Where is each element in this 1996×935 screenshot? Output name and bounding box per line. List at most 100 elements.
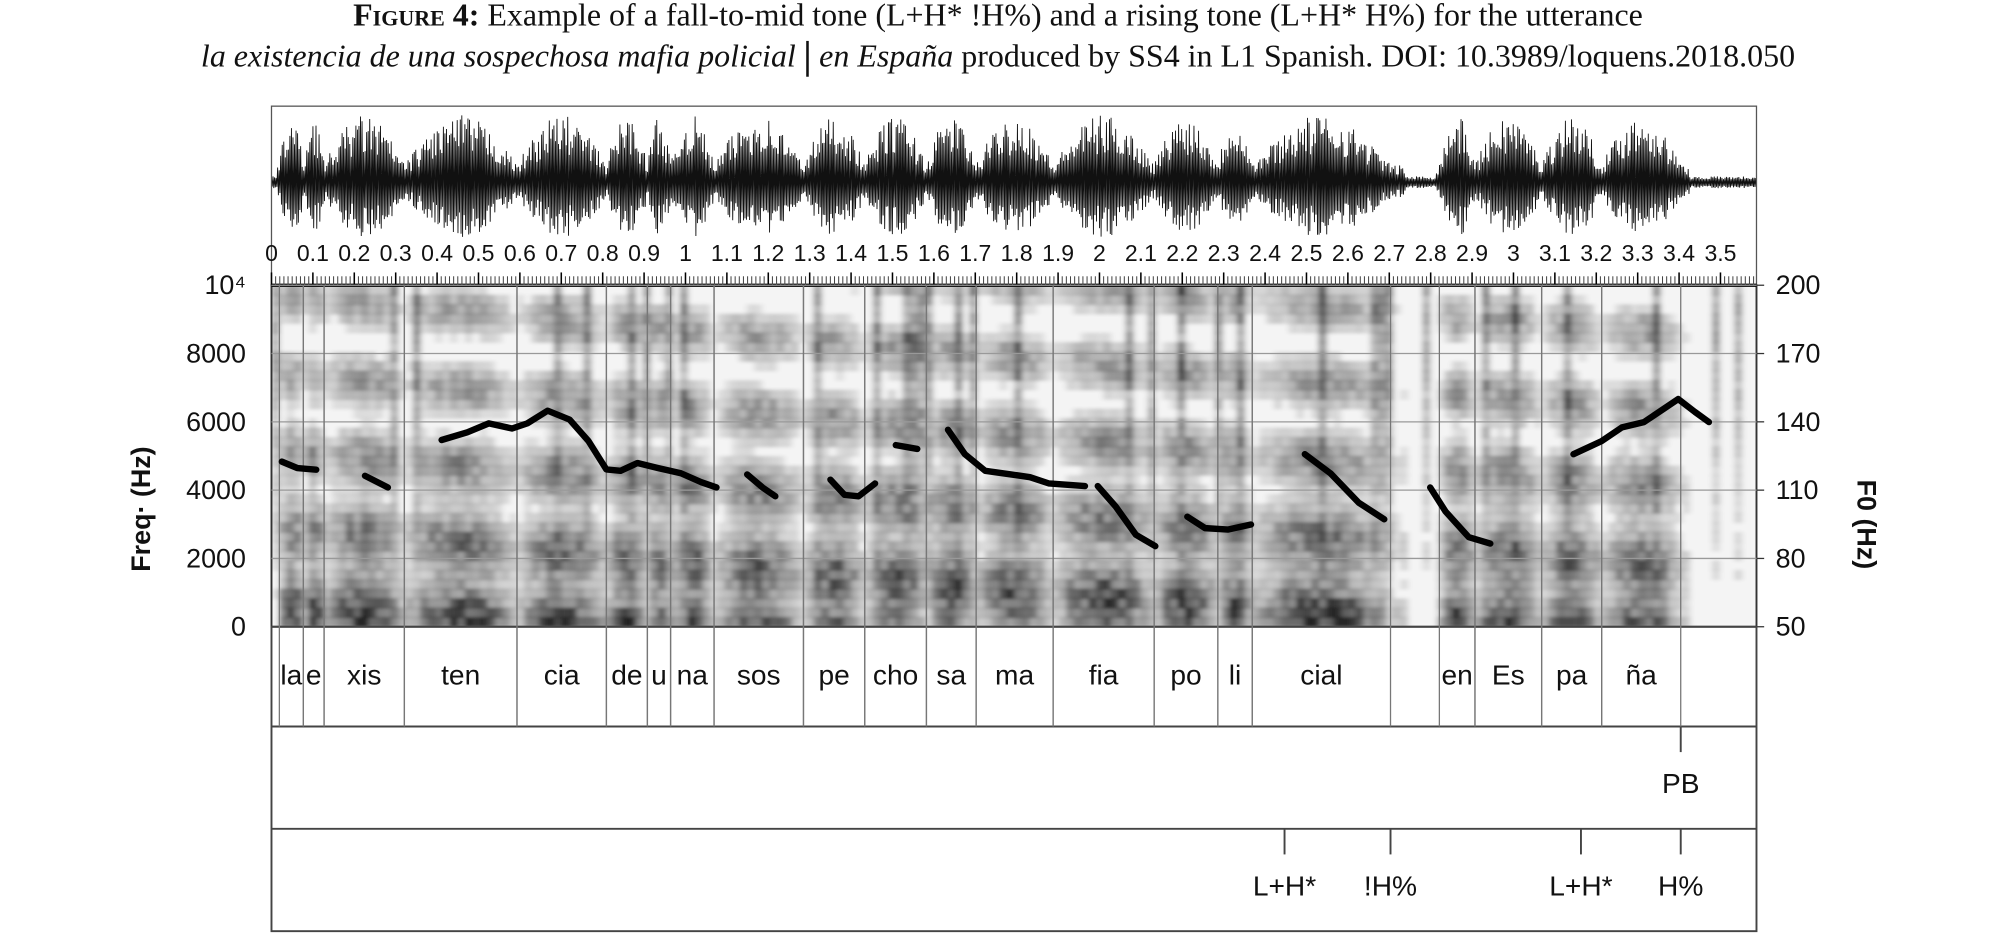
spectrogram-cell [962,598,971,609]
spectrogram-cell [501,493,510,505]
spectrogram-cell [1288,380,1297,391]
spectrogram-cell [1021,418,1030,429]
spectrogram-cell [382,285,392,296]
spectrogram-cell [1466,560,1476,571]
spectrogram-cell [271,304,280,315]
spectrogram-cell [910,465,919,476]
spectrogram-cell [338,437,347,448]
spectrogram-cell [1095,304,1104,315]
spectrogram-cell [1273,437,1283,448]
spectrogram-cell [665,408,674,419]
spectrogram-cell [1162,503,1171,514]
spectrogram-cell [1481,446,1490,457]
spectrogram-cell [627,380,637,391]
spectrogram-cell [330,370,340,381]
spectrogram-cell [1088,304,1097,315]
spectrogram-cell [338,285,347,296]
spectrogram-cell [1006,399,1015,410]
spectrogram-cell [546,598,555,609]
spectrogram-cell [1273,512,1283,524]
spectrogram-cell [672,569,681,581]
spectrogram-cell [1370,323,1379,334]
spectrogram-cell [1466,588,1476,600]
spectrogram-cell [1051,541,1060,552]
spectrogram-cell [694,503,703,514]
spectrogram-cell [561,465,570,476]
spectrogram-cell [1340,294,1349,305]
spectrogram-cell [1207,389,1216,400]
spectrogram-cell [806,531,815,543]
spectrogram-cell [872,512,882,524]
spectrogram-cell [1043,285,1052,296]
spectrogram-cell [1466,493,1476,505]
spectrogram-cell [1117,607,1127,619]
spectrogram-cell [1296,408,1305,419]
spectrogram-cell [1474,579,1483,590]
spectrogram-cell [1288,607,1297,619]
spectrogram-cell [1125,418,1134,429]
spectrogram-cell [479,503,488,514]
spectrogram-cell [1058,579,1067,590]
spectrogram-cell [1184,465,1193,476]
spectrogram-cell [1333,550,1342,562]
spectrogram-cell [1340,285,1349,296]
spectrogram-cell [924,607,934,619]
spectrogram-cell [1303,361,1312,372]
spectrogram-cell [702,579,711,590]
spectrogram-cell [546,389,555,400]
spectrogram-cell [702,588,711,600]
spectrogram-cell [1303,351,1312,362]
spectrogram-cell [754,418,763,429]
spectrogram-cell [382,531,392,543]
spectrogram-cell [962,285,971,296]
spectrogram-cell [1385,560,1394,571]
spectrogram-cell [1013,370,1023,381]
spectrogram-cell [1362,579,1372,590]
spectrogram-cell [464,598,473,609]
spectrogram-cell [1192,522,1201,533]
spectrogram-cell [687,522,696,533]
spectrogram-cell [1474,408,1483,419]
spectrogram-cell [672,579,681,590]
spectrogram-cell [731,550,741,562]
spectrogram-cell [353,408,362,419]
spectrogram-cell [1162,493,1171,505]
spectrogram-cell [449,522,458,533]
spectrogram-cell [1155,607,1164,619]
spectrogram-cell [924,389,934,400]
spectrogram-cell [271,560,280,571]
spectrogram-cell [1177,465,1186,476]
spectrogram-cell [1370,560,1379,571]
spectrogram-cell [1006,560,1015,571]
spectrogram-cell [716,332,726,343]
spectrogram-cell [1192,550,1201,562]
spectrogram-cell [405,541,414,552]
spectrogram-cell [583,569,592,581]
spectrogram-cell [583,294,592,305]
spectrogram-cell [1481,550,1490,562]
spectrogram-cell [382,617,392,627]
spectrogram-cell [746,588,755,600]
spectrogram-cell [471,493,481,505]
spectrogram-cell [984,399,993,410]
spectrogram-cell [694,427,703,438]
spectrogram-cell [1221,304,1231,315]
spectrogram-cell [271,474,280,486]
spectrogram-cell [1229,579,1238,590]
spectrogram-cell [390,304,399,315]
spectrogram-cell [323,370,332,381]
spectrogram-cell [917,408,926,419]
spectrogram-cell [1273,399,1283,410]
spectrogram-cell [1155,569,1164,581]
spectrogram-cell [1043,446,1052,457]
spectrogram-cell [1266,560,1275,571]
spectrogram-cell [1325,531,1335,543]
spectrogram-cell [932,607,941,619]
spectrogram-cell [635,380,644,391]
spectrogram-cell [1466,503,1476,514]
spectrogram-cell [672,607,681,619]
spectrogram-cell [724,522,733,533]
spectrogram-cell [1303,617,1312,627]
spectrogram-cell [1362,560,1372,571]
spectrogram-cell [657,522,666,533]
